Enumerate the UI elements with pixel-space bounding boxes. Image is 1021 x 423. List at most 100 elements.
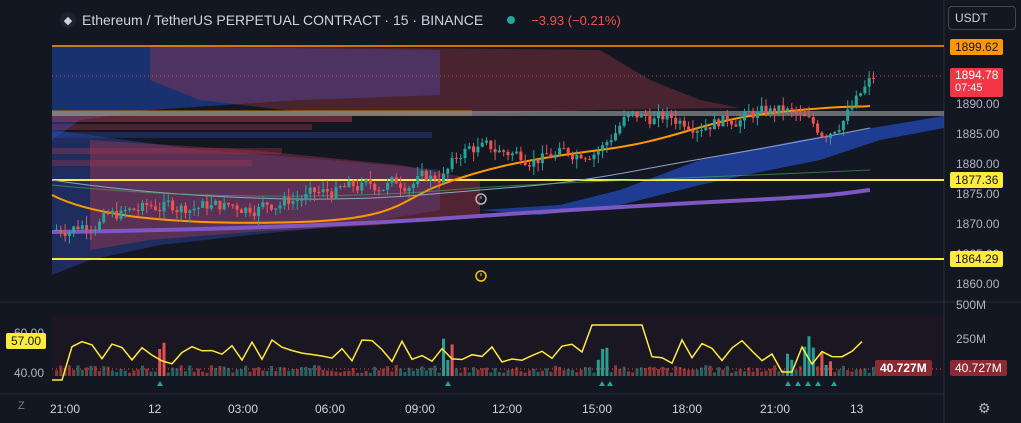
volume-bar xyxy=(648,366,652,376)
price-tick: 1875.00 xyxy=(956,187,1000,201)
volume-bar xyxy=(377,370,381,376)
volume-bar xyxy=(227,367,230,376)
candle-body xyxy=(149,205,153,207)
volume-bar xyxy=(717,367,721,376)
candle-body xyxy=(717,119,721,127)
candle-body xyxy=(480,142,484,147)
volume-bar xyxy=(274,371,278,376)
candle-body xyxy=(695,130,699,133)
bar-countdown: 07:45 xyxy=(955,82,983,94)
volume-bar xyxy=(257,367,261,376)
volume-bar xyxy=(562,370,566,376)
volume-bar xyxy=(67,365,71,376)
candle-body xyxy=(523,160,527,166)
vwap-line xyxy=(51,188,871,234)
candle-body xyxy=(248,207,252,213)
volume-tick-500m: 500M xyxy=(956,298,987,312)
volume-bar xyxy=(734,371,738,376)
symbol-title[interactable]: Ethereum / TetherUS PERPETUAL CONTRACT ·… xyxy=(82,12,484,28)
signal-triangle xyxy=(599,381,605,386)
volume-bar xyxy=(803,346,807,376)
candle-body xyxy=(325,189,329,192)
candle-body xyxy=(708,127,712,130)
candle-body xyxy=(781,105,785,111)
volume-bar xyxy=(747,367,751,376)
candle-body xyxy=(420,170,424,177)
candle-body xyxy=(467,146,471,149)
candle-body xyxy=(583,158,587,160)
volume-bar xyxy=(399,368,402,376)
candle-body xyxy=(648,116,652,125)
candle-body xyxy=(506,151,510,156)
candle-body xyxy=(687,126,691,130)
time-tick: 12:00 xyxy=(492,402,523,416)
volume-bar xyxy=(657,369,660,376)
volume-bar xyxy=(364,370,368,376)
candle-body xyxy=(867,77,871,87)
candle-body xyxy=(218,200,222,210)
volume-bar xyxy=(751,371,755,376)
volume-bar xyxy=(760,371,764,376)
candle-body xyxy=(222,202,226,210)
candle-body xyxy=(725,115,729,121)
volume-bar xyxy=(712,372,716,376)
volume-bar xyxy=(532,368,536,376)
volume-bar xyxy=(820,352,824,376)
volume-bar xyxy=(605,347,609,376)
volume-bar xyxy=(209,365,213,376)
volume-bar xyxy=(497,371,501,376)
candle-body xyxy=(622,117,626,126)
candle-body xyxy=(403,187,407,192)
candle-body xyxy=(351,181,355,187)
volume-bar xyxy=(343,371,347,376)
candle-body xyxy=(128,208,132,211)
volume-bar xyxy=(115,372,119,376)
volume-bar xyxy=(614,365,617,376)
volume-bar xyxy=(119,368,123,376)
volume-bar xyxy=(390,371,394,376)
candle-body xyxy=(588,158,592,160)
candle-body xyxy=(278,205,282,209)
volume-bar xyxy=(166,372,170,376)
candlesticks xyxy=(55,71,875,244)
profile-row xyxy=(52,148,282,154)
chart-title-bar: ◆ Ethereum / TetherUS PERPETUAL CONTRACT… xyxy=(60,10,621,30)
volume-bar xyxy=(519,371,523,376)
volume-bar xyxy=(790,359,794,376)
volume-bar xyxy=(695,369,699,376)
candle-body xyxy=(321,189,325,193)
gear-icon[interactable]: ⚙ xyxy=(978,400,991,416)
candle-body xyxy=(652,118,656,125)
volume-bar xyxy=(454,368,458,376)
volume-bar xyxy=(682,368,686,376)
volume-bar xyxy=(549,371,553,376)
candle-body xyxy=(201,201,205,208)
zoom-button[interactable]: Z xyxy=(18,400,25,412)
volume-bar xyxy=(523,372,527,376)
volume-bar xyxy=(171,367,175,376)
volume-bar xyxy=(540,370,544,376)
level-tag-low: 1864.29 xyxy=(950,251,1004,267)
osc-tick-40: 40.00 xyxy=(14,366,45,380)
candle-body xyxy=(635,111,639,118)
volume-bar xyxy=(841,365,845,376)
volume-bar xyxy=(854,369,858,376)
candle-body xyxy=(747,110,751,112)
volume-bar xyxy=(188,365,192,376)
volume-bar xyxy=(235,369,239,376)
volume-bar xyxy=(652,367,656,376)
volume-bar xyxy=(674,366,678,376)
candle-body xyxy=(214,200,218,205)
time-tick: 03:00 xyxy=(228,402,259,416)
alert-icons[interactable] xyxy=(475,193,487,282)
candle-body xyxy=(528,165,531,167)
volume-bar xyxy=(755,368,759,376)
volume-bar xyxy=(123,370,127,376)
candle-body xyxy=(454,157,458,159)
candle-body xyxy=(235,205,239,210)
candle-body xyxy=(777,105,781,114)
osc-current-tag: 57.00 xyxy=(6,333,47,349)
currency-selector[interactable]: USDT xyxy=(948,6,1016,30)
volume-bar xyxy=(76,365,80,376)
